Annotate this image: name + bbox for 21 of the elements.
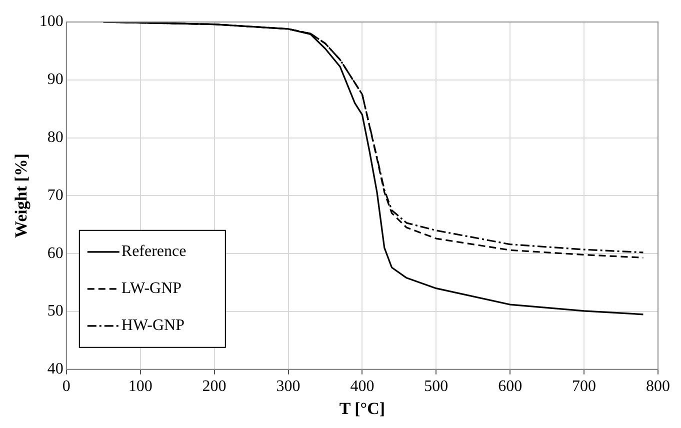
x-tick-label: 700 bbox=[572, 378, 596, 396]
x-tick-label: 800 bbox=[646, 378, 670, 396]
y-tick-label: 40 bbox=[47, 360, 64, 378]
x-tick-label: 500 bbox=[424, 378, 448, 396]
x-tick-label: 600 bbox=[498, 378, 522, 396]
y-tick-label: 90 bbox=[47, 71, 64, 88]
x-tick-label: 300 bbox=[276, 378, 300, 396]
x-tick-label: 0 bbox=[62, 378, 70, 396]
y-axis-title: Weight [%] bbox=[12, 153, 31, 238]
legend-label: Reference bbox=[121, 243, 186, 260]
y-tick-label: 80 bbox=[47, 129, 64, 146]
x-tick-label: 400 bbox=[350, 378, 374, 396]
y-tick-label: 60 bbox=[47, 244, 64, 262]
x-tick-label: 100 bbox=[128, 378, 152, 396]
x-tick-label: 200 bbox=[202, 378, 226, 396]
y-tick-label: 50 bbox=[47, 302, 64, 320]
y-tick-label: 100 bbox=[39, 13, 64, 30]
legend-label: LW-GNP bbox=[121, 280, 182, 298]
y-tick-label: 70 bbox=[47, 186, 64, 204]
legend-label: HW-GNP bbox=[121, 317, 185, 334]
x-axis-title: T [°C] bbox=[339, 399, 386, 418]
